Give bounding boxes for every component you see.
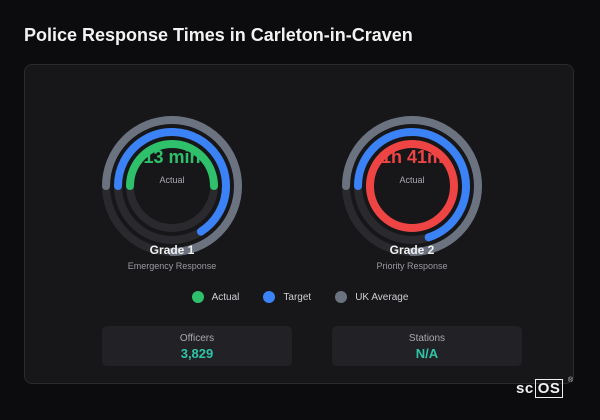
grade-2-actual-arc [366, 140, 458, 232]
brand-box: OS [534, 379, 564, 398]
grade-2-gauge: 1h 41m Actual [337, 111, 487, 261]
brand-prefix: sc [516, 380, 534, 397]
legend-item-actual: Actual [191, 291, 240, 303]
legend-label-uk-average: UK Average [355, 291, 409, 303]
stations-label: Stations [408, 333, 446, 344]
stations-value: N/A [415, 346, 439, 361]
grade-2-gauge-rings [342, 116, 482, 256]
grade-2-title: Grade 2 [389, 243, 435, 257]
grade-1-subtitle: Emergency Response [127, 261, 217, 271]
legend-label-target: Target [283, 291, 312, 303]
brand-logo: sc OS [516, 379, 564, 398]
legend-label-actual: Actual [211, 291, 240, 303]
grade-2-subtitle: Priority Response [376, 261, 448, 271]
officers-stat: Officers 3,829 [102, 326, 292, 366]
page-title: Police Response Times in Carleton-in-Cra… [24, 25, 413, 45]
grade-1-actual-caption: Actual [159, 175, 185, 185]
legend-item-uk-average: UK Average [335, 291, 408, 303]
legend: Actual Target UK Average [25, 291, 575, 303]
response-times-card: 13 min Actual Grade 1 Emergency Response… [24, 64, 574, 384]
grade-2-actual-caption: Actual [399, 175, 425, 185]
grade-1-actual-arc [126, 140, 218, 190]
brand-registered-mark: ® [568, 377, 574, 384]
officers-label: Officers [179, 333, 215, 344]
legend-dot-target [263, 291, 276, 303]
grade-1-gauge: 13 min Actual [97, 111, 247, 261]
grade-1-title: Grade 1 [149, 243, 195, 257]
grade-2-target-arc [354, 128, 470, 242]
grade-2-uk-average-arc [342, 116, 482, 256]
grade-1-actual-value: 13 min [143, 147, 201, 167]
officers-value: 3,829 [180, 346, 214, 361]
grade-1-gauge-rings [102, 116, 242, 256]
legend-dot-uk-average [335, 291, 348, 303]
legend-item-target: Target [263, 291, 311, 303]
stations-stat: Stations N/A [332, 326, 522, 366]
grade-1-uk-average-arc [102, 116, 242, 256]
grade-2-actual-value: 1h 41m [380, 147, 444, 167]
grade-1-target-arc [114, 128, 230, 236]
legend-dot-actual [191, 291, 204, 303]
